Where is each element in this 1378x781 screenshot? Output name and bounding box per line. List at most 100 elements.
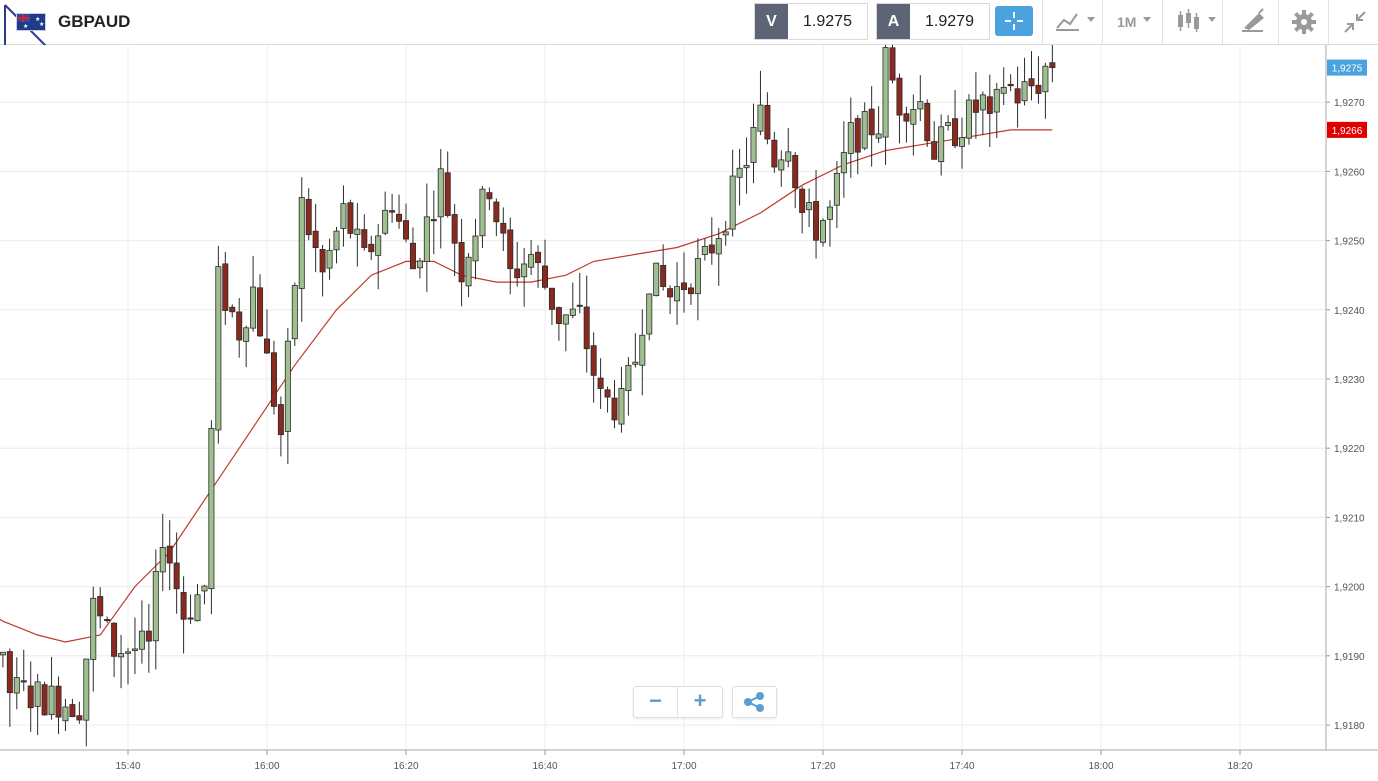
candle (486, 187, 493, 211)
candle (952, 90, 959, 149)
candle (291, 282, 298, 346)
candle (736, 148, 743, 206)
time-tick-label: 18:00 (1088, 761, 1113, 772)
candle (194, 583, 201, 622)
time-tick-label: 16:40 (532, 761, 557, 772)
candle (444, 151, 451, 218)
candle (743, 137, 750, 194)
zoom-in-button[interactable]: + (693, 688, 707, 713)
candle (437, 149, 444, 249)
candle (201, 584, 208, 605)
candle (840, 121, 847, 198)
candle (277, 396, 284, 457)
candle (69, 698, 76, 718)
zoom-out-button[interactable]: − (634, 687, 678, 717)
share-button[interactable] (732, 686, 777, 718)
candle (34, 673, 41, 736)
flag-uk-au-icon: ★ ★ ★ (16, 13, 46, 31)
candle (125, 647, 132, 685)
candle (111, 622, 118, 678)
bid-price-box[interactable]: V 1.9275 (754, 3, 868, 40)
candle (931, 121, 938, 160)
timeframe-label: 1M (1117, 14, 1137, 30)
candlestick-series (0, 45, 1056, 747)
candle (389, 193, 396, 223)
candle (833, 161, 840, 229)
candle (236, 298, 243, 358)
candle (1007, 74, 1014, 92)
candle (979, 91, 986, 136)
candle (750, 103, 757, 184)
candle (924, 99, 931, 147)
candle (319, 244, 326, 297)
candle (1042, 62, 1049, 119)
price-chart[interactable]: 1,9180 1,9190 1,9200 1,9210 1,9220 1,9230 1,92… (0, 45, 1378, 781)
candle (826, 200, 833, 247)
candle (243, 325, 250, 368)
settings-button[interactable] (1278, 0, 1329, 44)
candle (340, 185, 347, 247)
candle (660, 244, 667, 291)
candle (576, 273, 583, 314)
chart-type-button[interactable] (1042, 0, 1103, 44)
price-tick-label: 1,9240 (1334, 306, 1365, 317)
candle (813, 169, 820, 259)
crosshair-button[interactable] (995, 6, 1033, 36)
chart-grid (0, 45, 1326, 750)
candle (430, 190, 437, 255)
candle (90, 586, 97, 692)
time-tick-label: 17:00 (671, 761, 696, 772)
candle (701, 238, 708, 261)
candle (583, 275, 590, 373)
candle (257, 274, 264, 338)
candle (159, 513, 166, 592)
candle (1014, 66, 1021, 128)
candle (187, 594, 194, 625)
candle (145, 603, 152, 673)
candle (1000, 67, 1007, 106)
price-tick-label: 1,9250 (1334, 237, 1365, 248)
candle (27, 661, 34, 732)
candle (1035, 56, 1042, 104)
candle (416, 257, 423, 279)
candle (611, 380, 618, 429)
price-axis: 1,9180 1,9190 1,9200 1,9210 1,9220 1,9230 1,92… (1325, 45, 1367, 750)
candle (1049, 45, 1056, 83)
collapse-button[interactable] (1328, 0, 1378, 44)
candle (785, 128, 792, 168)
candle (903, 106, 910, 143)
candle (854, 115, 861, 175)
candle (674, 262, 681, 325)
candle (778, 150, 785, 187)
candle (263, 309, 270, 355)
drawing-tools-button[interactable] (1222, 0, 1279, 44)
candle (945, 115, 952, 131)
candle (722, 220, 729, 246)
ask-price-box[interactable]: A 1.9279 (876, 3, 990, 40)
candle (13, 657, 20, 710)
candle (402, 203, 409, 243)
time-tick-label: 16:00 (254, 761, 279, 772)
candle (409, 227, 416, 270)
candle (965, 94, 972, 145)
ask-label: A (877, 4, 910, 39)
price-tick-label: 1,9210 (1334, 513, 1365, 524)
candle (375, 223, 382, 290)
timeframe-button[interactable]: 1M (1102, 0, 1163, 44)
ma-value-tag: 1,9266 (1332, 126, 1363, 137)
candle (55, 676, 62, 735)
candle (694, 238, 701, 321)
candlestick-icon (1178, 9, 1199, 32)
candle (972, 72, 979, 139)
price-tick-label: 1,9230 (1334, 375, 1365, 386)
candle (542, 239, 549, 290)
candle (166, 520, 173, 591)
candle-style-button[interactable] (1162, 0, 1223, 44)
candle (938, 114, 945, 176)
candle (284, 327, 291, 465)
ma-value-tag-bg (1327, 121, 1367, 138)
candle (806, 188, 813, 228)
candle (41, 681, 48, 716)
candle (667, 285, 674, 315)
candle (1021, 57, 1028, 106)
